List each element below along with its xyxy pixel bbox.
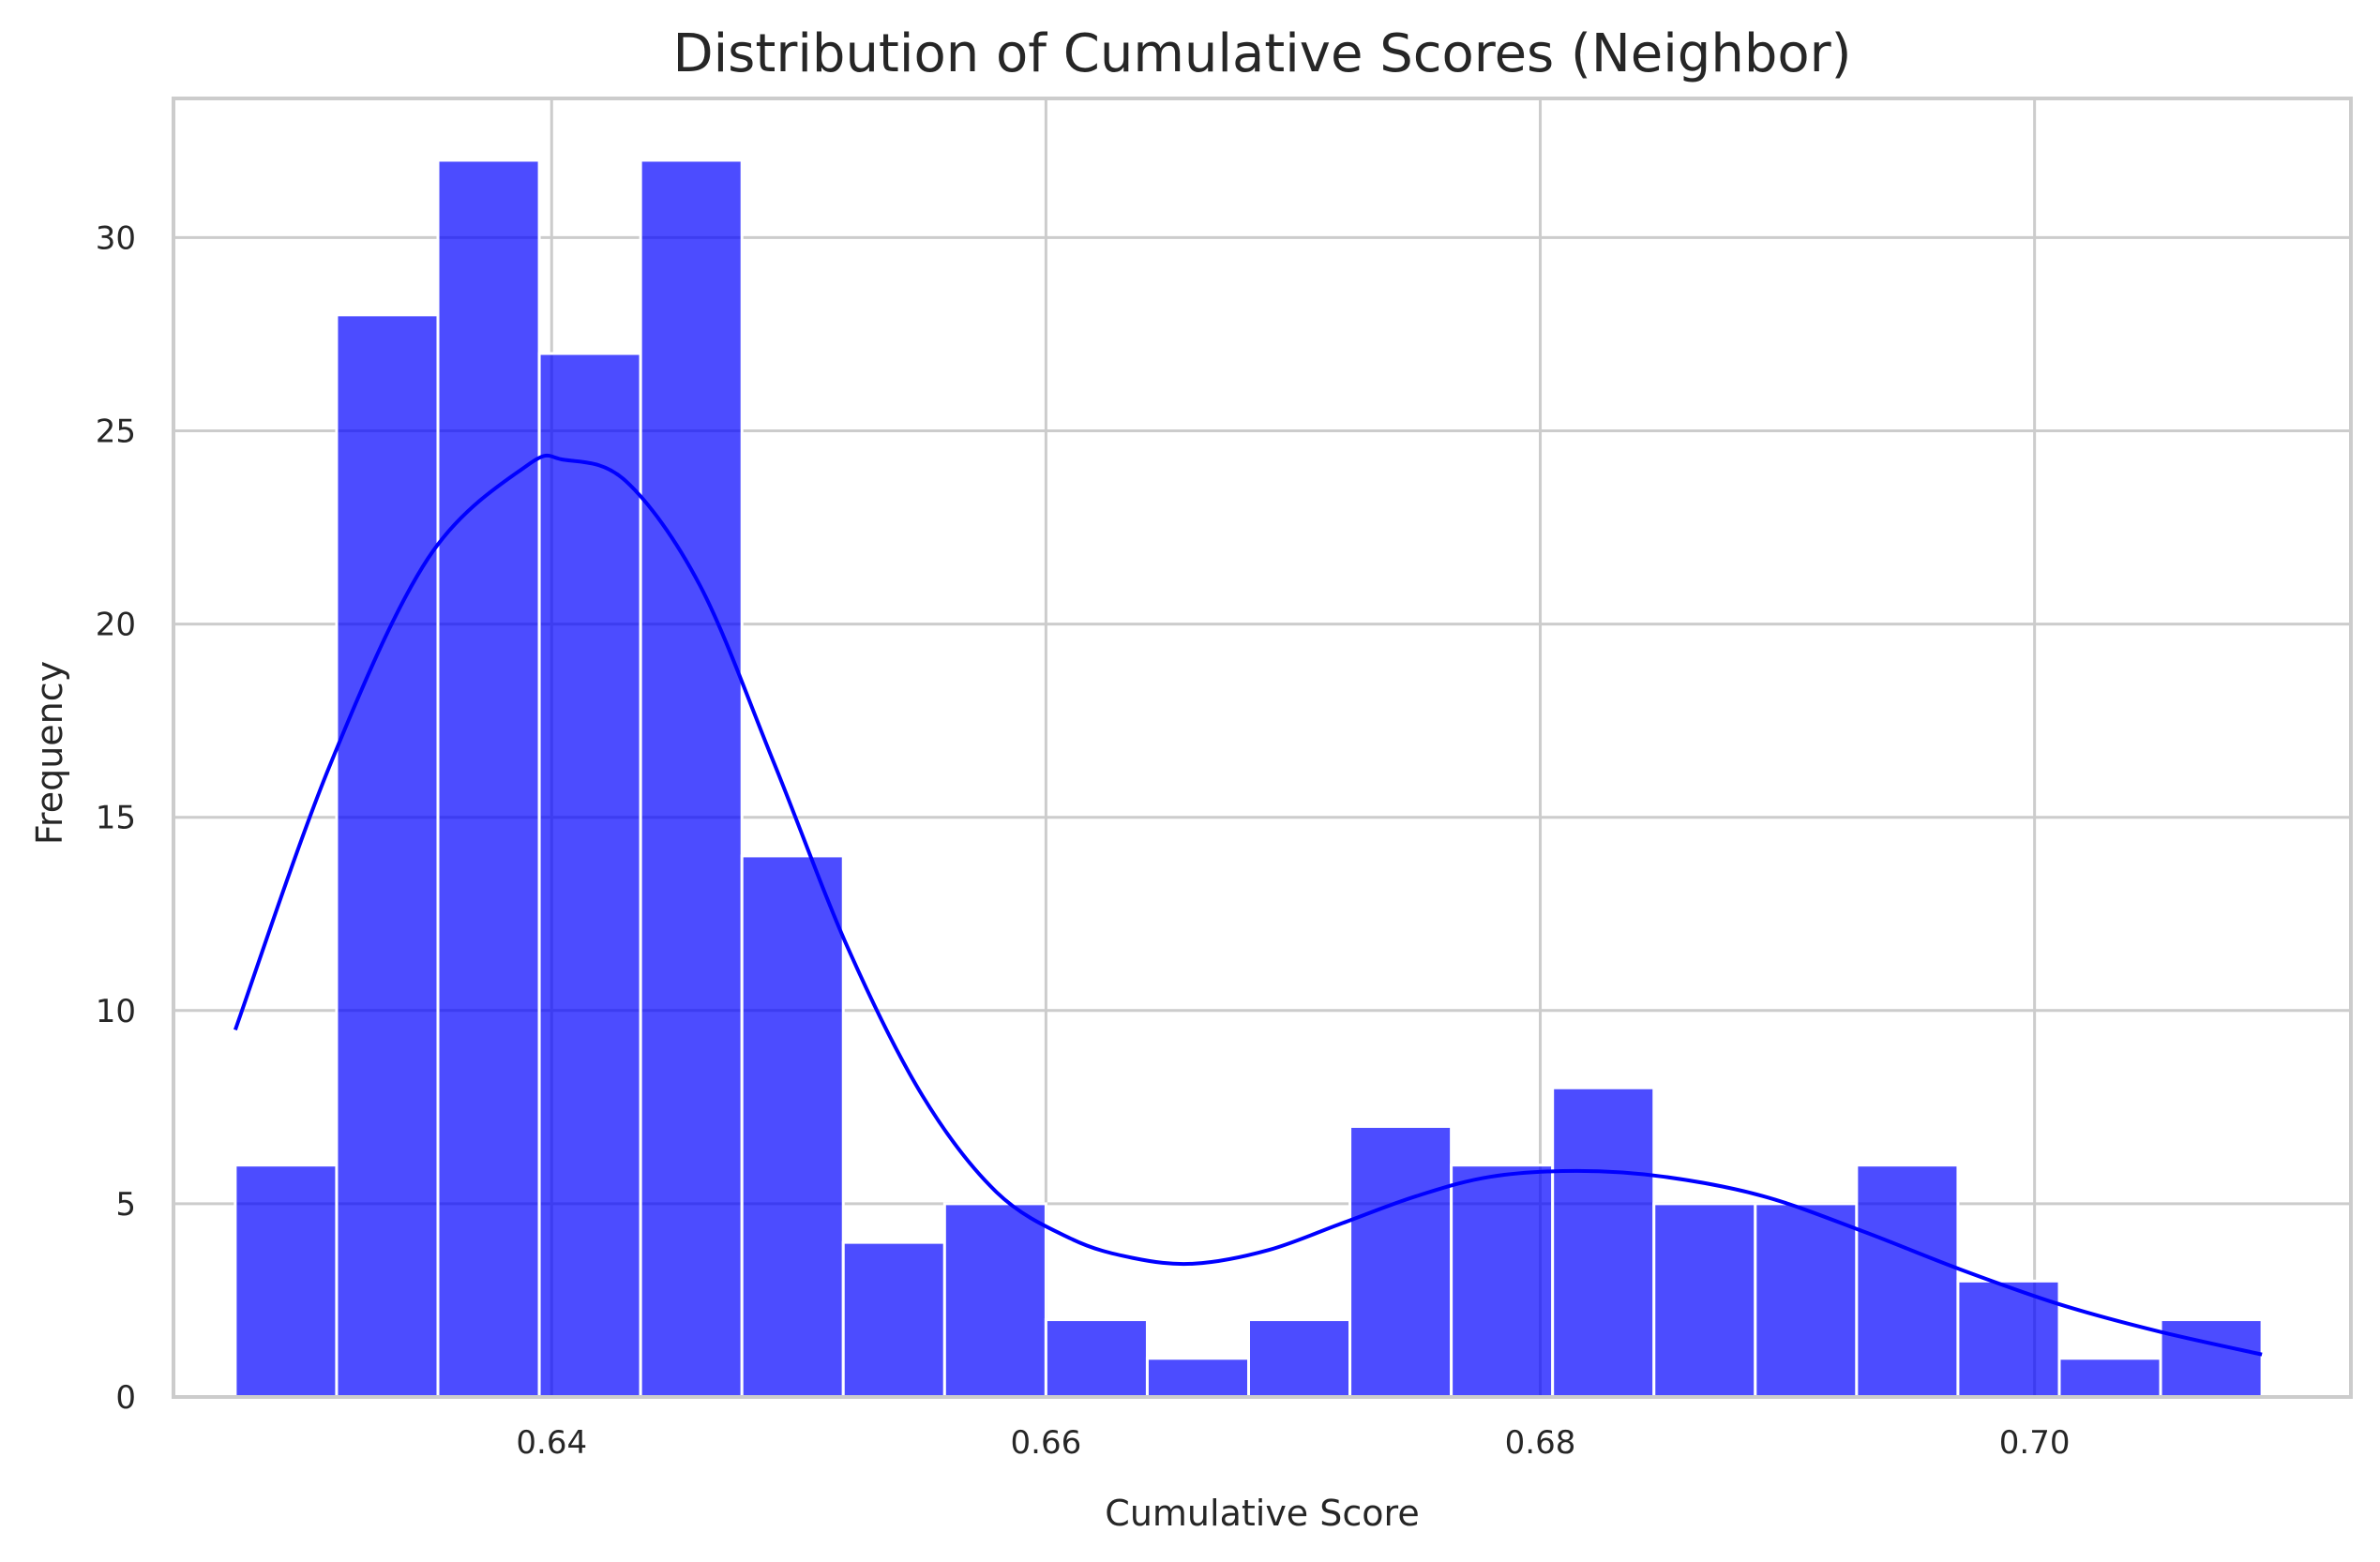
histogram-bar-8 — [1044, 1318, 1149, 1399]
y-tick-label-3: 15 — [96, 800, 136, 837]
histogram-bar-12 — [1450, 1164, 1555, 1399]
histogram-bar-2 — [436, 158, 541, 1399]
histogram-bar-19 — [2159, 1318, 2264, 1399]
y-tick-label-1: 5 — [115, 1186, 136, 1224]
histogram-bar-4 — [639, 158, 744, 1399]
kde-density-curve — [233, 453, 2263, 1357]
histogram-bar-7 — [942, 1202, 1047, 1399]
histogram-bar-13 — [1551, 1086, 1656, 1399]
x-axis-label: Cumulative Score — [1105, 1493, 1419, 1534]
y-axis-label: Frequency — [29, 661, 70, 845]
x-tick-label-1: 0.66 — [1011, 1424, 1082, 1462]
y-tick-label-0: 0 — [115, 1379, 136, 1417]
y-axis-ticks: 0 5 10 15 20 25 30 — [96, 219, 136, 1417]
chart-title: Distribution of Cumulative Scores (Neigh… — [673, 23, 1852, 84]
y-tick-label-6: 30 — [96, 219, 136, 257]
histogram-bar-14 — [1652, 1202, 1757, 1399]
y-tick-label-4: 20 — [96, 607, 136, 644]
histogram-bar-0 — [233, 1164, 339, 1399]
x-axis-ticks: 0.64 0.66 0.68 0.70 — [516, 1424, 2070, 1462]
histogram-bar-5 — [740, 854, 845, 1399]
histogram-bars — [233, 158, 2264, 1399]
histogram-bar-11 — [1348, 1124, 1454, 1399]
histogram-bar-10 — [1247, 1318, 1352, 1399]
plot-area-frame — [172, 97, 2353, 1399]
x-tick-label-3: 0.70 — [1999, 1424, 2071, 1462]
x-tick-label-2: 0.68 — [1505, 1424, 1576, 1462]
histogram-bar-6 — [841, 1240, 946, 1399]
histogram-bar-18 — [2057, 1357, 2162, 1399]
histogram-bar-3 — [537, 352, 642, 1399]
y-tick-label-2: 10 — [96, 993, 136, 1030]
histogram-bar-16 — [1855, 1164, 1960, 1399]
y-tick-label-5: 25 — [96, 413, 136, 450]
histogram-bar-9 — [1145, 1357, 1251, 1399]
histogram-bar-15 — [1754, 1202, 1859, 1399]
x-tick-label-0: 0.64 — [516, 1424, 587, 1462]
histogram-bar-1 — [335, 313, 440, 1399]
